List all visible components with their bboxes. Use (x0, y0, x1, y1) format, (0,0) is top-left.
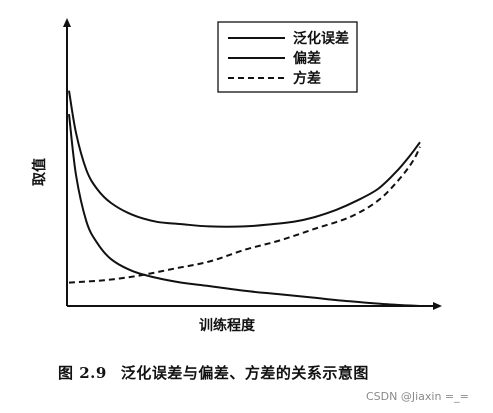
y-axis-label: 取值 (31, 158, 48, 186)
series-line-bias (68, 113, 421, 307)
figure-number: 图 2.9 (58, 364, 107, 382)
axes: 取值 训练程度 (31, 18, 442, 334)
series-line-variance (68, 146, 421, 284)
watermark: CSDN @Jiaxin =_= (366, 390, 469, 403)
legend-label-variance: 方差 (293, 70, 321, 87)
series-layer (68, 90, 421, 307)
x-axis-label: 训练程度 (199, 317, 256, 334)
legend-label-bias: 偏差 (293, 50, 321, 67)
legend-label-generalization-error: 泛化误差 (293, 30, 349, 47)
caption-text: 泛化误差与偏差、方差的关系示意图 (120, 364, 369, 382)
figure-caption: 图 2.9 泛化误差与偏差、方差的关系示意图 (58, 362, 369, 383)
series-line-generalization-error (68, 90, 421, 228)
